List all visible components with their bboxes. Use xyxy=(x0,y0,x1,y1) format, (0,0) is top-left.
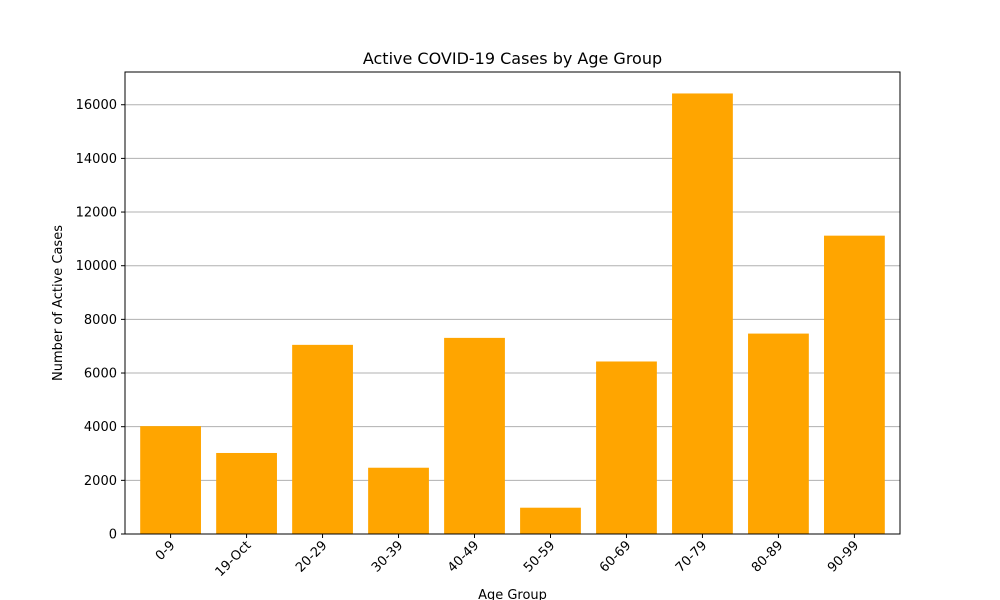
bar-50-59 xyxy=(520,507,581,534)
y-tick-label: 8000 xyxy=(84,313,117,328)
y-tick-label: 10000 xyxy=(76,259,117,274)
bar-0-9 xyxy=(140,426,201,534)
x-axis-label: Age Group xyxy=(478,588,547,600)
y-tick-label: 0 xyxy=(109,528,117,543)
y-tick-label: 2000 xyxy=(84,474,117,489)
bar-30-39 xyxy=(368,467,429,534)
bar-80-89 xyxy=(748,333,809,534)
bar-20-29 xyxy=(292,344,353,534)
plot-frame xyxy=(124,71,901,535)
y-tick-label: 16000 xyxy=(76,98,117,113)
y-tick-label: 6000 xyxy=(84,367,117,382)
y-axis-label: Number of Active Cases xyxy=(51,225,66,381)
y-tick-label: 14000 xyxy=(76,152,117,167)
bars xyxy=(140,93,885,535)
chart-title: Active COVID-19 Cases by Age Group xyxy=(363,49,662,68)
bar-90-99 xyxy=(824,235,885,534)
y-tick-label: 4000 xyxy=(84,420,117,435)
bar-40-49 xyxy=(444,337,505,534)
bar-70-79 xyxy=(672,93,733,535)
y-axis-ticks: 0 2000 4000 6000 8000 10000 12000 14000 16000 xyxy=(76,98,125,543)
bar-60-69 xyxy=(596,361,657,534)
y-tick-label: 12000 xyxy=(76,206,117,221)
bar-19-Oct xyxy=(216,452,277,534)
